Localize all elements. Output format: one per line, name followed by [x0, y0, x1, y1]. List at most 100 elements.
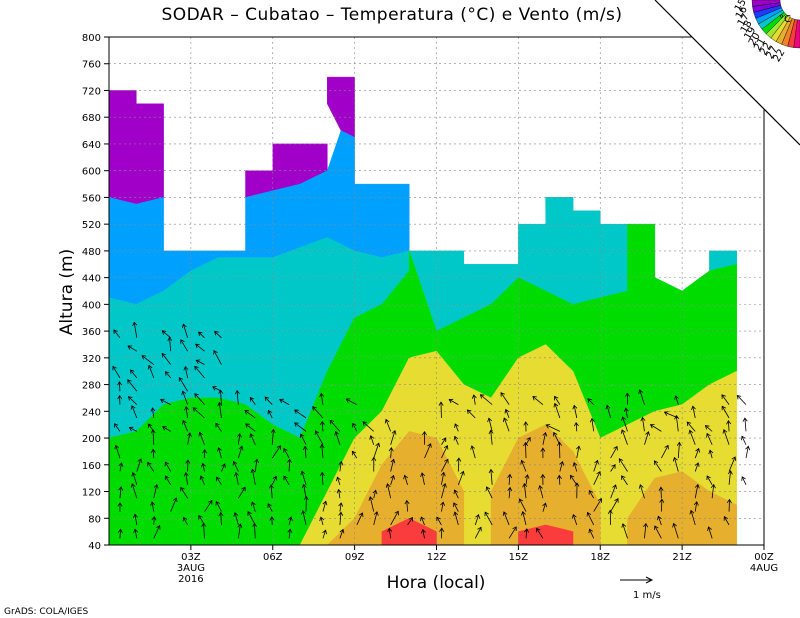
wind-arrow	[384, 418, 392, 432]
y-tick-label-160: 160	[82, 461, 101, 472]
wind-arrow-head	[594, 459, 599, 465]
wind-arrow	[488, 429, 494, 445]
wind-arrow	[117, 528, 123, 539]
wind-arrow-shaft	[321, 421, 324, 432]
wind-arrow	[385, 483, 392, 499]
wind-arrow-head	[706, 432, 711, 438]
wind-arrow-head	[299, 433, 305, 439]
wind-arrow	[621, 475, 628, 486]
wind-arrow	[215, 422, 222, 432]
wind-arrow	[201, 462, 206, 472]
wind-arrow-head	[640, 416, 646, 422]
wind-arrow	[620, 429, 628, 445]
wind-arrow-shaft	[312, 406, 324, 419]
wind-arrow	[721, 405, 730, 419]
wind-arrow-head	[234, 389, 240, 395]
wind-arrow	[742, 417, 748, 432]
wind-arrow	[439, 527, 445, 539]
wind-arrow-shaft	[519, 498, 527, 512]
wind-arrow-shaft	[183, 324, 188, 338]
wind-arrow	[404, 499, 410, 512]
wind-arrow-head	[182, 419, 187, 425]
footer-credit: GrADS: COLA/IGES	[4, 607, 88, 617]
wind-arrow-shaft	[525, 442, 527, 459]
wind-arrow-head	[618, 458, 624, 463]
wind-arrow-head	[477, 526, 482, 532]
wind-arrow	[118, 486, 124, 499]
wind-arrow-shaft	[271, 429, 274, 445]
wind-arrow-shaft	[457, 471, 464, 485]
wind-arrow-head	[436, 516, 441, 522]
wind-arrow-shaft	[160, 399, 171, 405]
wind-arrow-shaft	[424, 443, 432, 459]
wind-arrow-shaft	[554, 396, 561, 405]
wind-arrow	[369, 435, 375, 445]
wind-arrow-shaft	[119, 486, 122, 499]
wind-arrow-shaft	[283, 448, 290, 459]
wind-arrow	[466, 409, 476, 419]
wind-arrow-shaft	[184, 366, 188, 378]
wind-arrow-shaft	[490, 430, 493, 445]
wind-arrow-head	[607, 509, 613, 515]
wind-arrow-shaft	[593, 498, 602, 512]
wind-arrow-shaft	[706, 433, 713, 445]
wind-arrow	[420, 472, 426, 485]
wind-arrow	[232, 460, 239, 472]
wind-arrow	[268, 484, 274, 499]
wind-arrow-shaft	[390, 430, 396, 445]
wind-arrow-shaft	[471, 445, 476, 459]
y-tick-label-760: 760	[82, 60, 101, 71]
wind-arrow	[112, 365, 121, 379]
wind-arrow-shaft	[654, 460, 662, 472]
wind-arrow-shaft	[705, 425, 713, 432]
wind-arrow-shaft	[508, 474, 511, 485]
wind-arrow-shaft	[441, 472, 445, 485]
wind-arrow-shaft	[253, 523, 256, 539]
wind-arrow	[610, 498, 619, 512]
wind-arrow-head	[194, 393, 199, 398]
wind-arrow-head	[113, 329, 118, 335]
wind-arrow-shaft	[351, 451, 358, 459]
wind-arrow	[162, 426, 171, 432]
wind-arrow	[618, 458, 628, 472]
wind-arrow-head	[504, 408, 510, 414]
wind-arrow-shaft	[192, 407, 205, 419]
wind-arrow	[593, 498, 602, 512]
wind-arrow-head	[742, 417, 748, 422]
wind-arrow	[693, 501, 699, 512]
wind-arrow-shaft	[136, 458, 142, 472]
wind-arrow-head	[597, 498, 602, 503]
wind-arrow	[436, 516, 442, 526]
wind-arrow-head	[194, 365, 199, 371]
wind-arrow	[553, 431, 561, 445]
wind-arrow-head	[214, 330, 219, 336]
wind-arrow	[294, 409, 307, 419]
wind-arrow-head	[250, 468, 256, 474]
wind-arrow-head	[217, 446, 222, 452]
wind-arrow-shaft	[320, 393, 324, 405]
y-tick-label-200: 200	[82, 434, 101, 445]
wind-arrow-shaft	[162, 426, 171, 432]
wind-arrow	[150, 501, 156, 512]
wind-arrow-head	[454, 423, 459, 428]
wind-arrow-shaft	[249, 397, 256, 405]
wind-arrow	[373, 442, 381, 459]
wind-arrow-shaft	[220, 512, 222, 525]
wind-arrow-head	[557, 441, 563, 446]
wind-arrow-head	[339, 528, 345, 534]
wind-arrow-shaft	[185, 472, 188, 485]
wind-arrow-shaft	[169, 337, 172, 352]
wind-arrow-shaft	[300, 433, 307, 445]
wind-arrow-head	[572, 404, 578, 410]
wind-arrow	[470, 445, 476, 459]
wind-arrow	[131, 471, 138, 485]
wind-arrow-shaft	[490, 469, 493, 485]
wind-arrow	[554, 395, 561, 405]
wind-arrow-head	[238, 445, 244, 451]
wind-arrow	[213, 350, 222, 365]
wind-arrow-shaft	[407, 517, 413, 526]
wind-arrow-shaft	[622, 416, 628, 432]
wind-arrow-shaft	[525, 528, 528, 539]
wind-arrow-shaft	[153, 484, 158, 499]
wind-arrow-shaft	[721, 406, 730, 419]
